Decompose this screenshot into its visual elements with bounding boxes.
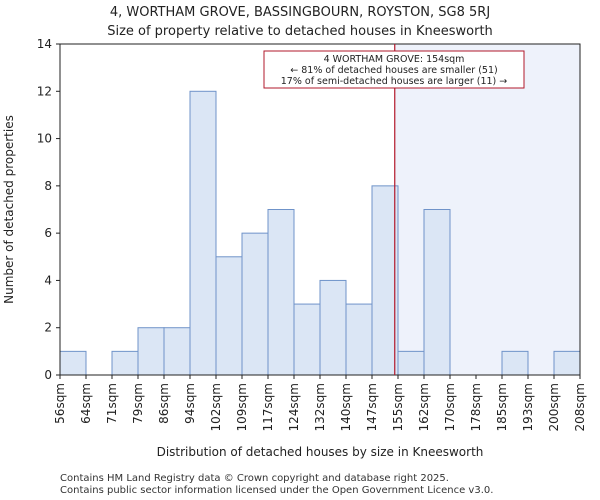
- x-tick-label: 86sqm: [157, 383, 171, 424]
- x-tick-label: 64sqm: [79, 383, 93, 424]
- histogram-bar: [215, 256, 243, 376]
- annotation-box: [263, 50, 525, 89]
- larger-size-shaded-region: [394, 44, 580, 375]
- annotation-line: 4 WORTHAM GROVE: 154sqm: [324, 54, 465, 65]
- x-tick-label: 102sqm: [209, 383, 223, 431]
- y-tick-label: 4: [44, 273, 52, 287]
- y-axis-label: Number of detached properties: [2, 115, 16, 304]
- annotation-line: ← 81% of detached houses are smaller (51…: [290, 65, 497, 76]
- x-tick-label: 178sqm: [469, 383, 483, 431]
- x-tick-label: 208sqm: [573, 383, 587, 431]
- x-tick-label: 71sqm: [105, 383, 119, 424]
- y-tick-label: 6: [44, 226, 52, 240]
- histogram-bar: [345, 303, 373, 376]
- x-tick-label: 193sqm: [521, 383, 535, 431]
- x-tick-label: 140sqm: [339, 383, 353, 431]
- x-tick-label: 155sqm: [391, 383, 405, 431]
- y-tick-label: 10: [37, 132, 52, 146]
- x-tick-label: 200sqm: [547, 383, 561, 431]
- histogram-bar: [371, 185, 399, 376]
- histogram-bar: [267, 209, 295, 376]
- x-tick-label: 79sqm: [131, 383, 145, 424]
- histogram-bar: [59, 350, 87, 376]
- x-tick-label: 94sqm: [183, 383, 197, 424]
- x-tick-label: 170sqm: [443, 383, 457, 431]
- y-tick-label: 14: [37, 37, 52, 51]
- y-tick-label: 0: [44, 368, 52, 382]
- x-tick-label: 109sqm: [235, 383, 249, 431]
- histogram-bar: [241, 232, 269, 376]
- x-tick-label: 147sqm: [365, 383, 379, 431]
- chart-subtitle: Size of property relative to detached ho…: [107, 24, 493, 39]
- x-tick-label: 185sqm: [495, 383, 509, 431]
- footer-copyright: Contains HM Land Registry data © Crown c…: [60, 473, 449, 484]
- histogram-bar: [501, 350, 529, 376]
- histogram-bar: [163, 327, 191, 376]
- histogram-bar: [397, 350, 425, 376]
- histogram-bar: [423, 209, 451, 376]
- histogram-bar: [137, 327, 165, 376]
- histogram-bar: [189, 90, 217, 376]
- x-tick-label: 56sqm: [53, 383, 67, 424]
- x-tick-label: 117sqm: [261, 383, 275, 431]
- x-tick-label: 132sqm: [313, 383, 327, 431]
- y-tick-label: 12: [37, 84, 52, 98]
- chart-title: 4, WORTHAM GROVE, BASSINGBOURN, ROYSTON,…: [109, 5, 491, 20]
- footer-licence: Contains public sector information licen…: [60, 485, 494, 496]
- histogram-bar: [553, 350, 581, 376]
- histogram-bar: [293, 303, 321, 376]
- x-axis-label: Distribution of detached houses by size …: [157, 445, 484, 459]
- x-tick-label: 124sqm: [287, 383, 301, 431]
- x-tick-label: 162sqm: [417, 383, 431, 431]
- annotation-line: 17% of semi-detached houses are larger (…: [281, 76, 508, 87]
- y-tick-label: 2: [44, 321, 52, 335]
- y-tick-label: 8: [44, 179, 52, 193]
- histogram-bar: [111, 350, 139, 376]
- histogram-bar: [319, 279, 347, 376]
